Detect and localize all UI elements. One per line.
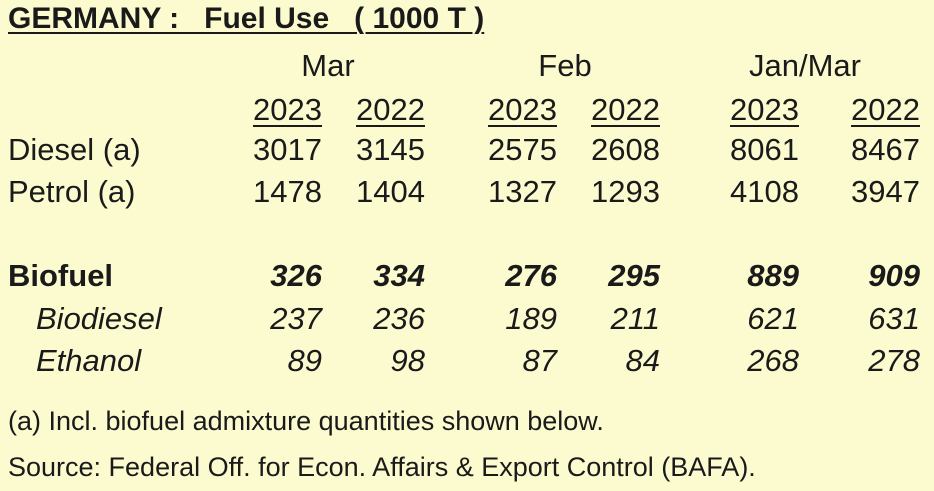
year-header: 2022	[591, 92, 660, 127]
table-cell: 3017	[253, 132, 322, 167]
table-cell: 236	[373, 301, 425, 336]
table-cell: 98	[390, 343, 425, 378]
table-cell: 189	[505, 301, 557, 336]
table-cell: 237	[270, 301, 322, 336]
table-cell: 4108	[730, 174, 799, 209]
table-cell: 278	[868, 343, 920, 378]
table-cell: 1404	[356, 174, 425, 209]
table-cell: 295	[608, 258, 660, 293]
table-cell: 334	[373, 258, 425, 293]
table-cell: 2575	[488, 132, 557, 167]
table-cell: 268	[747, 343, 799, 378]
table-cell: 87	[522, 343, 557, 378]
table-title: GERMANY : Fuel Use ( 1000 T )	[8, 2, 485, 35]
row-label: Biofuel	[8, 258, 114, 293]
table-cell: 631	[868, 301, 920, 336]
table-cell: 1478	[253, 174, 322, 209]
table-cell: 889	[747, 258, 799, 293]
table-cell: 621	[747, 301, 799, 336]
year-header: 2022	[356, 92, 425, 127]
table-cell: 3947	[851, 174, 920, 209]
table-cell: 909	[868, 258, 920, 293]
table-cell: 211	[610, 301, 660, 336]
period-header-mar: Mar	[301, 48, 355, 83]
source-note: Source: Federal Off. for Econ. Affairs &…	[8, 452, 756, 482]
row-label: Diesel (a)	[8, 132, 141, 167]
table-cell: 1293	[591, 174, 660, 209]
table-cell: 326	[270, 258, 322, 293]
row-label: Biodiesel	[36, 301, 162, 336]
table-cell: 1327	[488, 174, 557, 209]
footnote: (a) Incl. biofuel admixture quantities s…	[8, 406, 604, 436]
table-cell: 276	[505, 258, 557, 293]
row-label: Ethanol	[36, 343, 142, 378]
table-cell: 8467	[851, 132, 920, 167]
row-label: Petrol (a)	[8, 174, 136, 209]
table-cell: 89	[287, 343, 322, 378]
period-header-janmar: Jan/Mar	[749, 48, 861, 83]
table-cell: 2608	[591, 132, 660, 167]
year-header: 2023	[730, 92, 799, 127]
year-header: 2023	[488, 92, 557, 127]
table-cell: 84	[625, 343, 660, 378]
table-cell: 3145	[356, 132, 425, 167]
period-header-feb: Feb	[538, 48, 592, 83]
year-header: 2022	[851, 92, 920, 127]
year-header: 2023	[253, 92, 322, 127]
table-cell: 8061	[730, 132, 799, 167]
